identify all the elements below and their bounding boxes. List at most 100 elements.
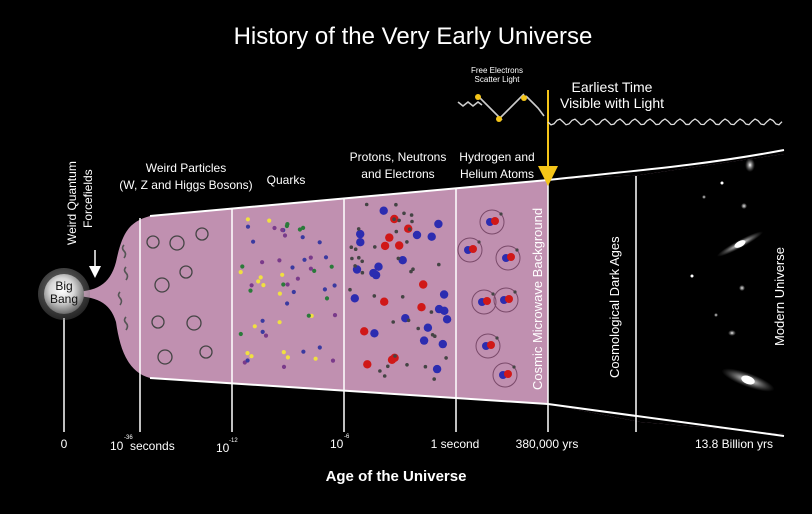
nucleon bbox=[387, 355, 397, 364]
nucleon bbox=[380, 241, 390, 251]
atom-nucleus bbox=[504, 370, 512, 378]
quark bbox=[261, 283, 266, 288]
tick-label-10-12: 10 -12 bbox=[216, 438, 238, 455]
quark bbox=[285, 355, 290, 360]
svg-text:10: 10 bbox=[216, 441, 230, 455]
quark bbox=[263, 333, 269, 338]
atom-electron bbox=[477, 240, 481, 244]
electron bbox=[392, 217, 396, 221]
quark bbox=[322, 287, 327, 292]
quark bbox=[332, 313, 338, 318]
svg-text:10: 10 bbox=[110, 439, 124, 453]
quark bbox=[285, 282, 290, 287]
electron bbox=[405, 240, 409, 244]
nucleon-particles bbox=[348, 202, 452, 381]
electron bbox=[391, 320, 396, 324]
nucleon bbox=[419, 280, 428, 289]
quark bbox=[281, 350, 286, 355]
electron bbox=[407, 227, 412, 231]
nucleon bbox=[398, 256, 407, 265]
electron bbox=[360, 270, 365, 275]
electron bbox=[349, 245, 354, 249]
nucleon bbox=[395, 241, 404, 250]
quark bbox=[238, 331, 243, 337]
quark bbox=[249, 283, 254, 288]
nucleon bbox=[432, 364, 442, 374]
tick-label-380000-yrs: 380,000 yrs bbox=[516, 437, 579, 451]
quark bbox=[238, 270, 243, 275]
free-electron bbox=[475, 94, 481, 100]
nucleon bbox=[427, 232, 436, 241]
nucleon bbox=[363, 360, 372, 369]
atom-nucleus bbox=[483, 297, 491, 305]
atom-nucleus bbox=[507, 253, 515, 261]
electron bbox=[356, 227, 361, 231]
free-electron bbox=[496, 116, 502, 122]
electron bbox=[416, 326, 421, 331]
tick-label-1-second: 1 second bbox=[431, 437, 480, 451]
quark bbox=[284, 223, 289, 229]
big-bang-label-2: Bang bbox=[50, 292, 78, 306]
quark bbox=[281, 282, 286, 287]
scatter-label-1: Free Electrons bbox=[471, 66, 523, 75]
nucleon bbox=[442, 315, 452, 324]
quark bbox=[312, 268, 317, 273]
galaxies bbox=[690, 158, 775, 392]
atom-orbit bbox=[479, 209, 505, 235]
quark bbox=[282, 233, 288, 238]
era-label-protons-1: Protons, Neutrons bbox=[350, 150, 447, 164]
atom-electron bbox=[515, 248, 519, 252]
atom-nucleus bbox=[487, 341, 495, 349]
quark bbox=[251, 239, 256, 244]
quark bbox=[332, 283, 337, 288]
quantum-squiggles bbox=[117, 244, 129, 331]
nucleon bbox=[434, 219, 443, 229]
tick-label-13-8-billion: 13.8 Billion yrs bbox=[695, 437, 773, 451]
atom-nucleus bbox=[491, 217, 499, 225]
atom-orbit bbox=[475, 333, 501, 359]
quark bbox=[290, 265, 295, 270]
electron bbox=[378, 369, 382, 373]
nucleon bbox=[380, 297, 389, 306]
electron bbox=[348, 287, 352, 292]
svg-text:10: 10 bbox=[330, 437, 344, 451]
electron bbox=[364, 202, 369, 207]
electron bbox=[400, 295, 405, 299]
electron bbox=[406, 318, 411, 323]
electron bbox=[402, 211, 406, 216]
nucleon bbox=[419, 336, 429, 345]
quark bbox=[330, 358, 336, 363]
electron bbox=[386, 364, 390, 369]
era-label-dark-ages: Cosmological Dark Ages bbox=[607, 236, 622, 378]
weird-particle-circles bbox=[146, 227, 213, 365]
tick-label-10-36: 10 -36 seconds bbox=[110, 435, 175, 453]
quark-particles bbox=[238, 217, 338, 369]
quark bbox=[291, 289, 296, 295]
electron bbox=[394, 229, 399, 234]
electron bbox=[372, 294, 377, 298]
quark bbox=[260, 260, 265, 265]
era-label-modern-universe: Modern Universe bbox=[772, 247, 787, 346]
nucleon bbox=[369, 268, 378, 278]
axis-title: Age of the Universe bbox=[326, 468, 467, 485]
era-label-hydrogen-1: Hydrogen and bbox=[459, 150, 534, 164]
tick-label-0: 0 bbox=[61, 437, 68, 451]
cone-bottom-edge bbox=[149, 377, 785, 437]
nucleon bbox=[374, 262, 383, 271]
quark bbox=[280, 272, 285, 277]
atom-electron bbox=[491, 292, 495, 296]
quark bbox=[280, 227, 285, 233]
nucleon bbox=[423, 323, 433, 332]
quark bbox=[308, 266, 313, 271]
quark bbox=[302, 257, 307, 262]
nucleon bbox=[360, 327, 369, 336]
nucleon bbox=[356, 238, 365, 247]
quark bbox=[245, 358, 250, 363]
quantum-forcefields-label: Weird Quantum Forcefields bbox=[65, 161, 95, 245]
nucleon bbox=[350, 294, 359, 303]
electron bbox=[353, 247, 358, 251]
quark bbox=[306, 313, 311, 318]
quark bbox=[317, 240, 322, 245]
quark bbox=[329, 264, 334, 269]
era-label-cmb: Cosmic Microwave Background bbox=[530, 208, 545, 390]
